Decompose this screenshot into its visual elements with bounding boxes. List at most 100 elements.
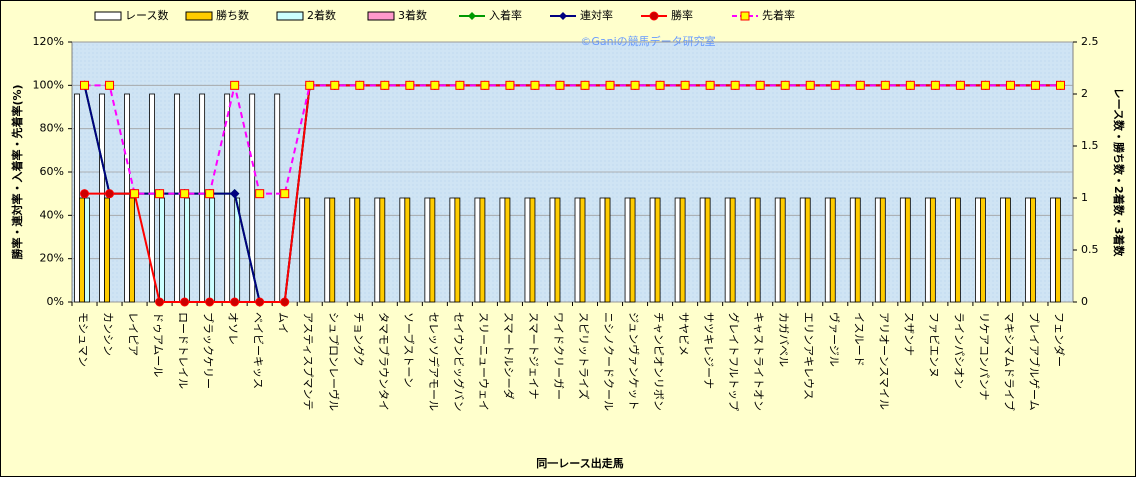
bar: [824, 197, 831, 303]
bar: [474, 197, 481, 303]
x-tick-label: スリーニューウェイ: [477, 312, 490, 411]
marker: [355, 80, 365, 90]
bar: [924, 197, 931, 303]
y-tick-label: 20%: [40, 252, 64, 265]
bar: [304, 197, 311, 303]
x-axis-title: 同一レース出走馬: [536, 456, 623, 470]
bar: [349, 197, 356, 303]
x-tick-label: ソーブストーン: [402, 312, 416, 388]
bar: [499, 197, 506, 303]
marker: [380, 80, 390, 90]
marker: [430, 80, 440, 90]
bar: [629, 197, 636, 303]
legend-swatch: [276, 11, 304, 21]
marker: [455, 80, 465, 90]
bar: [699, 197, 706, 303]
bar: [904, 197, 911, 303]
marker: [705, 80, 715, 90]
marker: [755, 80, 765, 90]
bar: [299, 197, 306, 303]
x-tick-label: ロードトレイル: [177, 312, 190, 389]
y2-tick-label: 0: [1081, 295, 1088, 308]
marker: [855, 80, 865, 90]
bar: [749, 197, 756, 303]
bar: [954, 197, 961, 303]
bar: [549, 197, 556, 303]
marker: [280, 189, 290, 199]
x-tick-label: カガバベル: [777, 312, 790, 367]
x-tick-label: スピリットライズ: [577, 312, 591, 400]
x-tick-label: レイピア: [127, 312, 140, 356]
bar: [424, 197, 431, 303]
bar: [374, 197, 381, 303]
bar: [129, 197, 135, 303]
marker: [880, 80, 890, 90]
bar: [579, 197, 586, 303]
x-tick-label: オソレ: [227, 312, 240, 345]
x-tick-label: カンシン: [102, 312, 115, 356]
marker: [780, 80, 790, 90]
marker: [930, 80, 940, 90]
x-tick-label: グレイトフルトップ: [727, 312, 741, 411]
x-tick-label: ワイドクリーガー: [552, 312, 565, 400]
legend-label: 2着数: [307, 8, 336, 22]
x-tick-label: セレッソデアモール: [427, 312, 441, 411]
x-tick-label: チョングク: [352, 312, 366, 367]
marker: [730, 80, 740, 90]
legend-label: 入着率: [489, 8, 522, 22]
x-tick-label: サヤビメ: [677, 312, 690, 356]
legend-swatch: [185, 11, 213, 21]
bar: [975, 197, 981, 303]
legend-label: レース数: [125, 9, 168, 22]
bar: [574, 197, 581, 303]
x-tick-label: ベイビーキッス: [252, 312, 265, 389]
x-tick-label: サツキレジーナ: [702, 312, 715, 389]
marker: [555, 80, 565, 90]
marker: [480, 80, 490, 90]
marker: [1005, 80, 1015, 90]
legend-marker: [649, 11, 659, 21]
bar: [529, 197, 536, 303]
x-tick-label: マキシマムドライブ: [1002, 312, 1016, 411]
x-tick-label: アスティスプマンテ: [302, 312, 315, 410]
marker: [130, 189, 140, 199]
bar: [379, 197, 386, 303]
bar: [804, 197, 811, 303]
x-tick-label: ニシノクードクール: [602, 312, 615, 411]
y2-tick-label: 2.5: [1081, 35, 1099, 48]
bar: [159, 197, 165, 303]
x-tick-label: シュプロンレーヴル: [327, 312, 341, 411]
bar: [209, 197, 216, 303]
x-tick-label: リケアコンパンナ: [977, 312, 990, 401]
bar: [929, 197, 936, 303]
marker: [80, 80, 90, 90]
x-tick-label: アリオーンスマイル: [877, 312, 890, 410]
bar: [849, 197, 856, 303]
marker: [205, 189, 215, 199]
legend-label: 先着率: [762, 8, 795, 22]
bar: [554, 197, 561, 303]
bar: [704, 197, 711, 303]
marker: [180, 189, 190, 199]
marker: [105, 189, 115, 199]
bar: [899, 197, 906, 303]
legend-marker: [740, 11, 750, 21]
bar: [879, 197, 886, 303]
watermark: ©Ganiの競馬データ研究室: [580, 34, 715, 48]
bar: [604, 197, 611, 303]
marker: [330, 80, 340, 90]
bar: [199, 93, 206, 303]
marker: [1055, 80, 1065, 90]
marker: [630, 80, 640, 90]
marker: [155, 189, 165, 199]
marker: [680, 80, 690, 90]
x-tick-label: スマートジェイナ: [527, 312, 540, 399]
y-tick-label: 60%: [40, 165, 64, 178]
bar: [329, 197, 336, 303]
bar: [504, 197, 511, 303]
bar: [454, 197, 461, 303]
marker: [980, 80, 990, 90]
bar: [149, 93, 155, 303]
marker: [255, 189, 265, 199]
